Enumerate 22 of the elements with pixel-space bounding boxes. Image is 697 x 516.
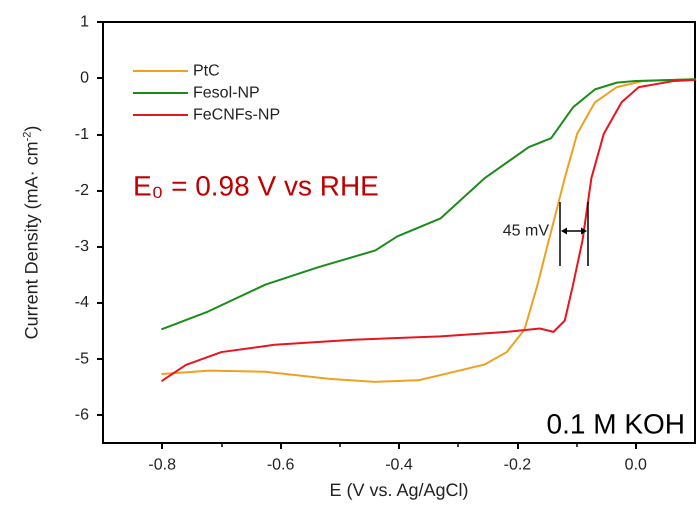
legend-label: PtC — [193, 62, 220, 80]
x-tick-label: -0.6 — [266, 456, 294, 474]
x-tick-label: -0.4 — [385, 456, 413, 474]
x-axis-title: E (V vs. Ag/AgCl) — [329, 480, 469, 500]
annotation: 45 mV — [502, 222, 550, 240]
legend-label: FeCNFs-NP — [193, 106, 280, 124]
line-series — [161, 78, 696, 330]
y-tick-label: 1 — [80, 14, 90, 30]
annotation: E₀ = 0.98 V vs RHE — [133, 170, 379, 202]
x-tick-label: -0.8 — [148, 456, 176, 474]
y-tick-label: 0 — [80, 70, 90, 87]
y-tick-label: -5 — [74, 350, 90, 368]
y-axis-title: Current Density (mA· cm-2) — [22, 126, 42, 340]
y-tick-label: -3 — [74, 238, 90, 256]
y-tick-label: -6 — [74, 406, 90, 424]
x-tick-label: 0.0 — [624, 456, 648, 474]
x-tick-label: -0.2 — [504, 456, 532, 474]
legend-label: Fesol-NP — [193, 84, 260, 102]
y-tick-label: -4 — [74, 294, 90, 312]
y-tick-label: -1 — [74, 126, 90, 143]
annotation: 0.1 M KOH — [546, 408, 685, 440]
y-tick-label: -2 — [74, 182, 90, 199]
